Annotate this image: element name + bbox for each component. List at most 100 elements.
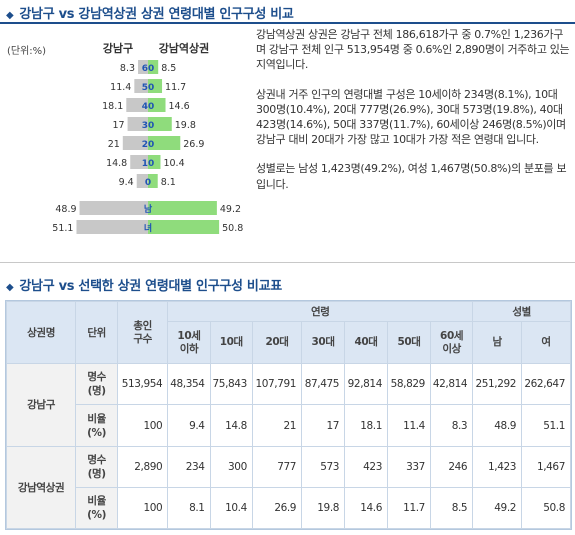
category-label: 0: [145, 178, 151, 188]
bar-left: [136, 174, 148, 188]
value-label-right: 14.6: [169, 101, 190, 112]
subheader-cell: 10세 이하: [167, 321, 211, 365]
bar-left: [134, 79, 148, 93]
value-cell: 777: [251, 445, 303, 488]
bar-right: [148, 220, 220, 234]
value-label-right: 11.7: [165, 82, 186, 93]
value-cell: 11.7: [387, 486, 431, 530]
value-cell: 337: [387, 445, 431, 488]
subheader-cell: 30대: [301, 321, 346, 365]
value-label-left: 11.4: [110, 82, 131, 93]
value-cell: 8.5: [429, 486, 474, 530]
right-series-header: 강남역상권: [159, 41, 210, 55]
subheader-cell: 10대: [209, 321, 253, 365]
value-cell: 300: [209, 445, 253, 488]
bar-left: [76, 220, 148, 234]
bar-right: [148, 60, 159, 74]
value-cell: 2,890: [117, 445, 169, 488]
bar-right: [148, 174, 158, 188]
chart-unit-label: (단위:%): [7, 44, 46, 57]
table-row: 강남역상권 명수 (명) 2,890 234 300 777 573 423 337 246 1,4…: [5, 445, 571, 530]
unit-cell: 비율 (%): [75, 404, 119, 447]
value-cell: 100: [117, 404, 169, 447]
value-cell: 1,423: [472, 445, 523, 488]
category-label: 40: [142, 102, 155, 112]
bullet-arrow-icon: ◆: [6, 282, 14, 293]
unit-cell: 비율 (%): [75, 486, 119, 530]
bar-left: [126, 98, 148, 112]
value-label-right: 10.4: [163, 158, 184, 169]
value-label-right: 26.9: [183, 139, 204, 150]
bar-right: [148, 79, 163, 93]
value-label-left: 21: [108, 139, 120, 150]
bar-right: [148, 155, 161, 169]
section2-title: ◆ 강남구 vs 선택한 상권 연령대별 인구구성 비교표: [6, 279, 282, 294]
value-cell: 19.8: [301, 486, 346, 530]
value-label-right: 19.8: [175, 120, 196, 131]
value-label-left: 14.8: [106, 158, 127, 169]
header-region-name: 상권명: [5, 300, 77, 365]
comparison-table: 상권명 단위 총인 구수 연령 성별 10세 이하 10대 20대 30대 40대 50대…: [5, 300, 572, 530]
value-label-right: 50.8: [222, 223, 243, 234]
value-label-left: 18.1: [102, 101, 123, 112]
value-cell: 573: [301, 445, 346, 488]
value-label-left: 9.4: [119, 177, 134, 188]
bar-right: [148, 98, 166, 112]
header-total: 총인 구수: [117, 300, 169, 365]
value-cell: 513,954: [117, 363, 169, 406]
region-name-cell: 강남역상권: [5, 445, 77, 530]
bar-left: [122, 136, 148, 150]
subheader-cell: 남: [472, 321, 523, 365]
description-paragraph-1: 강남역상권 상권은 강남구 전체 186,618가구 중 0.7%인 1,236…: [256, 28, 570, 72]
value-cell: 251,292: [472, 363, 523, 406]
section-divider: [0, 262, 575, 263]
value-cell: 75,843: [209, 363, 253, 406]
subheader-cell: 60세 이상: [429, 321, 474, 365]
table-row: 비율 (%) 100 8.1 10.4 26.9 19.8 14.6 11.7 8.5 49.2 5…: [7, 486, 571, 530]
value-cell: 48,354: [167, 363, 211, 406]
value-cell: 50.8: [521, 486, 571, 530]
section1-divider: [0, 22, 575, 24]
age-pyramid-chart: (단위:%) 강남구 강남역상권 8.3 8.5 60 11.4 11.7 50 18.1 1…: [7, 41, 243, 234]
category-label: 녀: [144, 222, 152, 234]
value-cell: 49.2: [472, 486, 523, 530]
value-cell: 14.6: [344, 486, 388, 530]
header-gender: 성별: [472, 300, 571, 323]
bullet-arrow-icon: ◆: [6, 10, 14, 21]
subheader-cell: 50대: [387, 321, 431, 365]
value-label-right: 8.1: [161, 177, 176, 188]
value-cell: 262,647: [521, 363, 571, 406]
value-label-right: 8.5: [161, 63, 176, 74]
value-cell: 423: [344, 445, 388, 488]
value-cell: 42,814: [429, 363, 474, 406]
category-label: 남: [144, 203, 153, 215]
value-cell: 8.3: [429, 404, 474, 447]
value-cell: 246: [429, 445, 474, 488]
value-cell: 1,467: [521, 445, 571, 488]
subheader-cell: 여: [521, 321, 571, 365]
bar-left: [127, 117, 148, 131]
value-label-left: 51.1: [52, 223, 73, 234]
section1-title: ◆ 강남구 vs 강남역상권 상권 연령대별 인구구성 비교: [6, 7, 294, 22]
value-label-left: 17: [113, 120, 125, 131]
bar-right: [148, 117, 172, 131]
value-cell: 10.4: [209, 486, 253, 530]
bar-right: [148, 201, 217, 215]
bar-left: [138, 60, 148, 74]
value-label-left: 48.9: [55, 204, 76, 215]
value-label-left: 8.3: [120, 63, 135, 74]
header-unit: 단위: [75, 300, 119, 365]
value-cell: 9.4: [167, 404, 211, 447]
value-cell: 51.1: [521, 404, 571, 447]
unit-cell: 명수 (명): [75, 363, 119, 406]
value-cell: 234: [167, 445, 211, 488]
description-panel: 강남역상권 상권은 강남구 전체 186,618가구 중 0.7%인 1,236…: [256, 27, 572, 206]
unit-cell: 명수 (명): [75, 445, 119, 488]
subheader-cell: 20대: [251, 321, 303, 365]
category-label: 10: [142, 159, 155, 169]
value-cell: 21: [251, 404, 303, 447]
value-cell: 107,791: [251, 363, 303, 406]
category-label: 20: [142, 140, 155, 150]
category-label: 60: [142, 64, 155, 74]
description-paragraph-2: 상권내 거주 인구의 연령대별 구성은 10세이하 234명(8.1%), 10…: [256, 87, 566, 147]
